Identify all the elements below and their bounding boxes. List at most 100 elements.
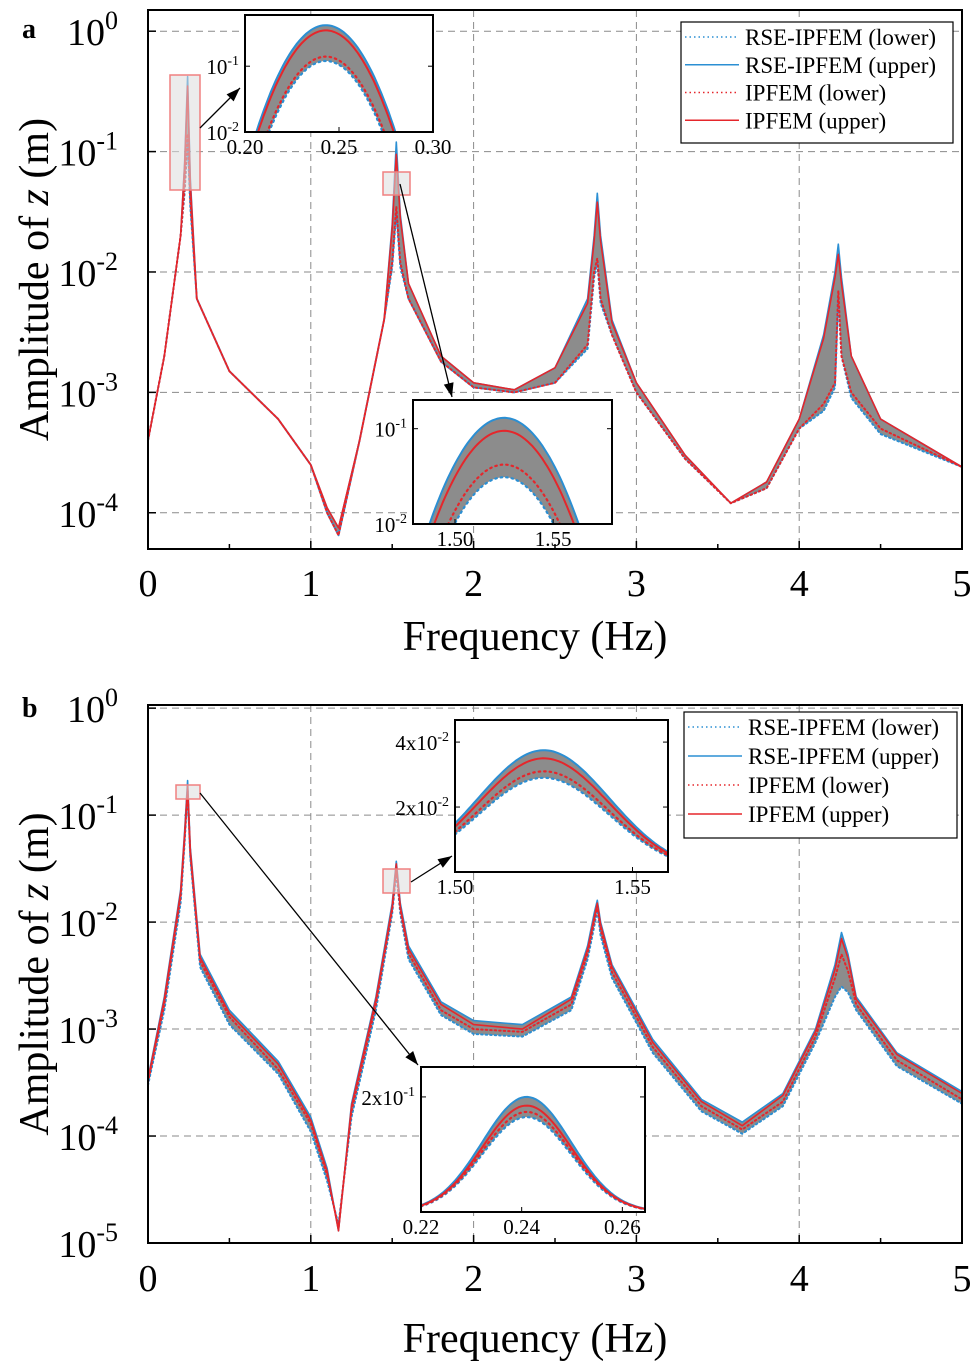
y-tick-exp: -5 [96,1218,118,1247]
arrow-head-icon [226,88,240,102]
inset-y-tick-label: 10-1 [374,417,407,442]
inset-content [455,749,668,858]
series-line-rse-ipfem-lower [147,790,963,1226]
y-axis-title-suffix: (m) [12,118,58,189]
inset-x-tick-label: 0.25 [321,135,358,159]
y-tick-exp: -4 [96,1111,118,1140]
inset-y-tick-exp: -1 [395,417,407,432]
x-tick-label: 5 [953,563,972,605]
legend-label: IPFEM (upper) [745,108,886,133]
zoom-region-box [382,171,411,196]
inset-series-line [421,1104,645,1210]
series-line-ipfem-upper [147,85,963,529]
legend-label: IPFEM (lower) [745,81,886,106]
inset-x-tick-label: 0.20 [227,135,264,159]
legend-label: IPFEM (lower) [748,773,889,798]
legend-label: IPFEM (upper) [748,802,889,827]
x-axis-title: Frequency (Hz) [403,1316,668,1362]
inset-content [421,1095,645,1211]
inset-y-tick-exp: -2 [227,120,239,135]
inset-series-line [428,416,580,524]
y-tick-label: 100 [67,6,118,54]
inset-series-line [433,429,576,524]
inset-series-line [453,476,555,524]
y-axis-title-var: z [12,884,58,901]
inset-content [428,416,580,524]
inset-uncertainty-band [455,750,668,857]
x-tick-label: 4 [790,1258,809,1300]
series-line-ipfem-upper [147,785,963,1232]
inset-y-tick-label: 4x10-2 [395,730,449,755]
x-tick-label: 3 [627,1258,646,1300]
legend: RSE-IPFEM (lower) RSE-IPFEM (upper) IPFEM … [680,21,954,144]
inset-series-line [421,1110,645,1211]
panel-b: 0 1 2 3 4 510010-110-210-310-410-5bFrequency … [12,683,972,1362]
inset-x-tick-label: 0.30 [415,135,452,159]
x-tick-label: 1 [301,1258,320,1300]
inset-x-tick-label: 0.24 [503,1215,540,1239]
y-tick-base: 10 [58,796,96,838]
x-tick-label: 0 [139,563,158,605]
inset-series-line [266,55,386,132]
y-axis-title-prefix: Amplitude of [12,900,58,1136]
x-tick-label: 5 [953,1258,972,1300]
inset-series-line [455,749,668,853]
y-tick-label: 10-4 [58,488,118,536]
inset-series-line [421,1115,645,1211]
x-tick-label: 3 [627,563,646,605]
legend-frame [680,21,954,144]
inset-x-tick-label: 1.50 [437,527,474,551]
inset-y-tick-label: 10-2 [206,120,239,145]
inset-background [421,1067,645,1212]
y-axis-title: Amplitude of z (m) [12,812,58,1135]
y-tick-exp: -3 [96,1004,118,1033]
inset-x-tick-label: 1.55 [614,875,651,899]
y-tick-label: 10-3 [58,1004,118,1052]
inset-y-tick-base: 4x10 [395,731,437,755]
inset-uncertainty-band [429,417,579,524]
x-tick-label: 4 [790,563,809,605]
y-axis-title-prefix: Amplitude of [12,205,58,441]
y-tick-base: 10 [58,903,96,945]
y-tick-label: 10-4 [58,1111,118,1159]
inset-plot: 0.22 0.24 0.26 2x10-1 [361,1066,646,1239]
inset-x-tick-label: 0.22 [403,1215,440,1239]
y-tick-base: 10 [67,689,105,731]
y-tick-exp: -4 [96,488,118,517]
zoom-region-box [175,784,201,800]
y-tick-base: 10 [58,1117,96,1159]
legend-label: RSE-IPFEM (upper) [745,53,936,78]
inset-y-tick-label: 2x10-1 [361,1085,415,1110]
series-line-rse-ipfem-lower [147,141,963,537]
inset-y-tick-base: 10 [206,121,227,145]
inset-y-tick-base: 10 [374,513,395,537]
x-tick-label: 1 [301,563,320,605]
legend-label: RSE-IPFEM (lower) [745,25,936,50]
inset-series-line [455,770,668,857]
panel-label: b [22,693,38,724]
inset-frame [454,719,669,873]
y-tick-base: 10 [58,253,96,295]
y-tick-base: 10 [67,12,105,54]
y-tick-label: 100 [67,683,118,731]
inset-series-line [455,776,668,858]
y-tick-label: 10-5 [58,1218,118,1266]
inset-x-tick-label: 0.26 [604,1215,641,1239]
inset-series-line [256,29,395,132]
inset-series-line [255,24,397,132]
y-axis-title-suffix: (m) [12,812,58,883]
arrow-head-icon [437,856,452,868]
legend-label: RSE-IPFEM (upper) [748,744,939,769]
x-tick-label: 0 [139,1258,158,1300]
inset-y-tick-exp: -1 [227,54,239,69]
inset-y-tick-base: 10 [374,418,395,442]
y-tick-exp: -3 [96,367,118,396]
y-tick-base: 10 [58,1224,96,1266]
inset-y-tick-base: 10 [206,55,227,79]
zoom-arrow-line [399,183,453,398]
inset-y-tick-base: 2x10 [361,1086,403,1110]
